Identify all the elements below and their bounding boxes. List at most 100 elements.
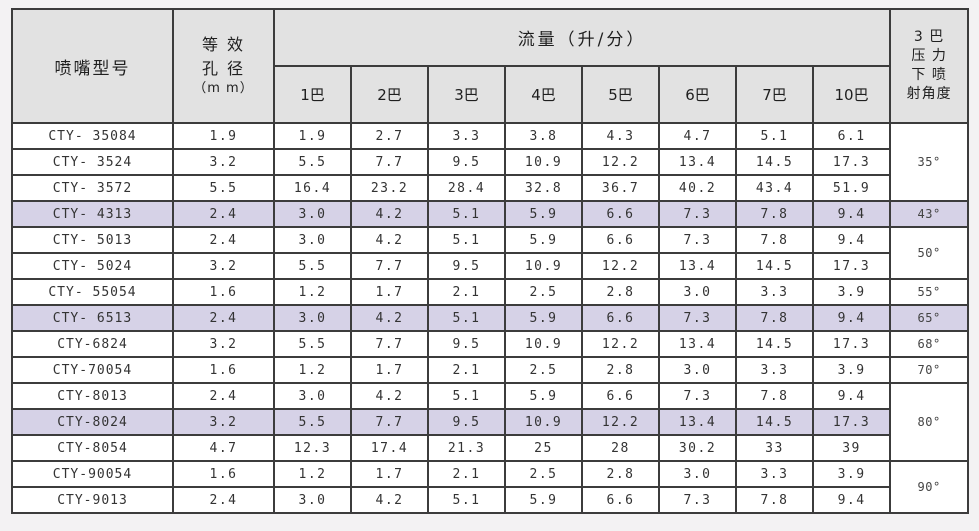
flow-cell: 3.9 — [811, 278, 892, 306]
flow-cell: 1.9 — [273, 122, 352, 150]
model-cell: CTY- 3572 — [11, 174, 174, 202]
col-header-pressure-6bar: 6巴 — [658, 65, 737, 124]
flow-cell: 13.4 — [658, 330, 737, 358]
flow-cell: 3.0 — [658, 460, 737, 488]
flow-cell: 7.3 — [658, 304, 737, 332]
table-row: CTY- 55054 1.6 1.2 1.7 2.1 2.5 2.8 3.0 3.3 3.9 55° — [11, 278, 970, 306]
flow-cell: 9.5 — [427, 408, 506, 436]
flow-cell: 4.2 — [350, 304, 429, 332]
flow-cell: 4.2 — [350, 486, 429, 514]
angle-cell: 70° — [889, 356, 970, 384]
aperture-cell: 2.4 — [172, 226, 275, 254]
flow-cell: 13.4 — [658, 148, 737, 176]
aperture-cell: 2.4 — [172, 486, 275, 514]
flow-cell: 7.7 — [350, 252, 429, 280]
flow-cell: 1.7 — [350, 460, 429, 488]
table-row: CTY- 5013 2.4 3.0 4.2 5.1 5.9 6.6 7.3 7.8 9.4 50° — [11, 226, 970, 280]
flow-cell: 6.6 — [581, 200, 660, 228]
flow-cell: 6.6 — [581, 382, 660, 410]
flow-cell: 13.4 — [658, 408, 737, 436]
model-cell: CTY- 35084 — [11, 122, 174, 150]
flow-cell: 5.5 — [273, 148, 352, 176]
flow-cell: 51.9 — [811, 174, 892, 202]
angle-cell: 90° — [889, 460, 970, 514]
flow-cell: 5.5 — [273, 252, 352, 280]
flow-cell: 9.4 — [811, 200, 892, 228]
table-row: CTY-8054 4.7 12.3 17.4 21.3 25 28 30.2 33 39 — [11, 434, 969, 462]
flow-cell: 2.8 — [581, 278, 660, 306]
flow-cell: 28 — [581, 434, 660, 462]
flow-cell: 28.4 — [427, 174, 506, 202]
flow-cell: 43.4 — [735, 174, 814, 202]
flow-cell: 3.0 — [658, 356, 737, 384]
model-cell: CTY-8024 — [11, 408, 174, 436]
aperture-cell: 3.2 — [172, 148, 275, 176]
col-header-pressure-4bar: 4巴 — [504, 65, 583, 124]
flow-cell: 36.7 — [581, 174, 660, 202]
model-cell: CTY-90054 — [11, 460, 174, 488]
flow-cell: 7.3 — [658, 226, 737, 254]
table-row: CTY-6824 3.2 5.5 7.7 9.5 10.9 12.2 13.4 14.5 17.3… — [11, 330, 970, 358]
header-row-pressures: 1巴 2巴 3巴 4巴 5巴 6巴 7巴 10巴 — [12, 65, 968, 124]
flow-cell: 9.4 — [811, 226, 892, 254]
model-cell: CTY- 3524 — [11, 148, 174, 176]
table-body: CTY- 35084 1.9 1.9 2.7 3.3 3.8 4.3 4.7 5.1 6.1 35°… — [11, 122, 970, 514]
flow-cell: 3.3 — [735, 356, 814, 384]
model-cell: CTY- 5013 — [11, 226, 174, 254]
flow-cell: 7.7 — [350, 330, 429, 358]
col-header-pressure-2bar: 2巴 — [350, 65, 429, 124]
flow-cell: 17.3 — [811, 330, 892, 358]
flow-cell: 1.7 — [350, 356, 429, 384]
flow-cell: 3.0 — [273, 200, 352, 228]
flow-cell: 2.5 — [504, 278, 583, 306]
flow-cell: 16.4 — [273, 174, 352, 202]
model-cell: CTY- 5024 — [11, 252, 174, 280]
flow-cell: 7.3 — [658, 382, 737, 410]
flow-cell: 9.4 — [811, 304, 892, 332]
aperture-cell: 1.9 — [172, 122, 275, 150]
flow-cell: 5.1 — [427, 486, 506, 514]
col-header-aperture: 等 效 孔 径 （m m） — [172, 8, 275, 124]
angle-cell: 35° — [889, 122, 970, 202]
flow-cell: 5.9 — [504, 200, 583, 228]
angle-cell: 68° — [889, 330, 970, 358]
flow-cell: 12.2 — [581, 330, 660, 358]
flow-cell: 5.1 — [427, 226, 506, 254]
model-cell: CTY-70054 — [11, 356, 174, 384]
aperture-cell: 2.4 — [172, 382, 275, 410]
flow-cell: 17.3 — [811, 148, 892, 176]
flow-cell: 5.1 — [427, 200, 506, 228]
model-cell: CTY-9013 — [11, 486, 174, 514]
flow-cell: 7.7 — [350, 408, 429, 436]
col-header-flow-group: 流量（升/分） — [272, 8, 892, 67]
col-header-pressure-5bar: 5巴 — [581, 65, 660, 124]
flow-cell: 4.7 — [658, 122, 737, 150]
col-header-pressure-10bar: 10巴 — [811, 65, 892, 124]
flow-cell: 13.4 — [658, 252, 737, 280]
flow-cell: 14.5 — [735, 252, 814, 280]
flow-cell: 12.2 — [581, 148, 660, 176]
flow-cell: 5.1 — [735, 122, 814, 150]
col-header-angle: 3 巴 压 力 下 喷 射角度 — [889, 8, 970, 124]
flow-cell: 6.6 — [581, 486, 660, 514]
table-row: CTY-9013 2.4 3.0 4.2 5.1 5.9 6.6 7.3 7.8 9.4 — [11, 486, 969, 514]
flow-cell: 23.2 — [350, 174, 429, 202]
flow-cell: 6.6 — [581, 226, 660, 254]
flow-cell: 4.2 — [350, 382, 429, 410]
table-row: CTY-90054 1.6 1.2 1.7 2.1 2.5 2.8 3.0 3.3 3.9 90° — [11, 460, 970, 514]
flow-cell: 7.8 — [735, 304, 814, 332]
col-header-model: 喷嘴型号 — [11, 8, 174, 124]
flow-cell: 6.6 — [581, 304, 660, 332]
flow-cell: 3.0 — [273, 486, 352, 514]
table-row: CTY-70054 1.6 1.2 1.7 2.1 2.5 2.8 3.0 3.3 3.9 70° — [11, 356, 970, 384]
table-row: CTY- 5024 3.2 5.5 7.7 9.5 10.9 12.2 13.4 14.5 17.… — [11, 252, 969, 280]
flow-cell: 5.9 — [504, 486, 583, 514]
flow-cell: 21.3 — [427, 434, 506, 462]
aperture-cell: 1.6 — [172, 356, 275, 384]
col-header-pressure-7bar: 7巴 — [735, 65, 814, 124]
flow-cell: 5.1 — [427, 382, 506, 410]
aperture-cell: 1.6 — [172, 460, 275, 488]
flow-cell: 7.7 — [350, 148, 429, 176]
flow-cell: 1.2 — [273, 356, 352, 384]
aperture-cell: 3.2 — [172, 330, 275, 358]
